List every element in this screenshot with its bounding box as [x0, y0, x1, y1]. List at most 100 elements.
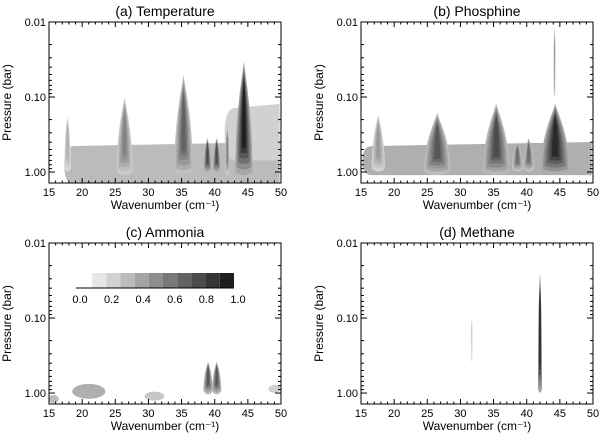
phosphine-peak-6 [540, 102, 570, 176]
x-tick-label-methane: 35 [487, 408, 499, 420]
x-tick-label-ammonia: 15 [43, 408, 55, 420]
y-tick-label-ammonia: 0.10 [25, 313, 46, 325]
y-tick-label-methane: 0.10 [337, 313, 358, 325]
colorbar-swatch [92, 273, 107, 288]
ammonia-peak-4 [212, 361, 222, 395]
colorbar-swatch [205, 273, 220, 288]
x-tick-label-temperature: 25 [109, 187, 121, 199]
plot-frame-temperature [48, 21, 282, 184]
colorbar-tick-label: 0.6 [167, 294, 182, 306]
phosphine-peak-2 [423, 112, 451, 176]
temperature-peak-8 [235, 60, 253, 176]
x-tick-label-ammonia: 40 [209, 408, 221, 420]
plot-frame-phosphine [360, 21, 594, 184]
panel-temperature: 15 20 25 30 35 40 45 50 0.01 0.10 1.00 (a) Temperat… [0, 3, 287, 212]
x-tick-label-phosphine: 20 [388, 187, 400, 199]
x-tick-label-temperature: 40 [209, 187, 221, 199]
x-tick-label-phosphine: 50 [587, 187, 599, 199]
x-tick-label-methane: 30 [454, 408, 466, 420]
x-tick-label-phosphine: 45 [554, 187, 566, 199]
y-tick-label-methane: 1.00 [337, 388, 358, 400]
y-tick-label-ammonia: 0.01 [25, 238, 46, 250]
panel-title-ammonia: (c) Ammonia [126, 224, 205, 240]
ammonia-blob-0 [49, 394, 59, 403]
x-tick-label-ammonia: 30 [142, 408, 154, 420]
x-tick-label-temperature: 30 [142, 187, 154, 199]
phosphine-peak-7 [553, 27, 556, 97]
temperature-peak-4 [174, 74, 193, 176]
plot-frame-ammonia [48, 242, 282, 405]
colorbar: 0.0 0.2 0.4 0.6 0.8 1.0 [72, 273, 246, 306]
ammonia-blob-2 [144, 391, 165, 401]
temperature-peak-2 [64, 116, 71, 172]
y-tick-label-phosphine: 0.10 [337, 92, 358, 104]
phosphine-peak-1 [371, 114, 385, 172]
x-tick-label-ammonia: 20 [76, 408, 88, 420]
y-tick-label-phosphine: 1.00 [337, 167, 358, 179]
phosphine-band-0 [362, 142, 592, 176]
temperature-peak-6 [212, 137, 221, 174]
temperature-peak-3 [116, 97, 133, 176]
methane-peak-0 [470, 318, 473, 362]
phosphine-peak-5 [523, 137, 535, 172]
y-tick-label-temperature: 0.10 [25, 92, 46, 104]
y-tick-label-ammonia: 1.00 [25, 388, 46, 400]
x-tick-label-temperature: 35 [175, 187, 187, 199]
methane-peak-1 [537, 272, 542, 393]
y-tick-label-phosphine: 0.01 [337, 17, 358, 29]
panel-title-phosphine: (b) Phosphine [433, 3, 520, 19]
x-tick-label-ammonia: 25 [109, 408, 121, 420]
y-tick-label-temperature: 1.00 [25, 167, 46, 179]
plot-area-methane [470, 272, 542, 393]
panel-phosphine: 15 20 25 30 35 40 45 50 0.01 0.10 1.00 (b) Phosphin… [312, 3, 599, 212]
x-tick-label-temperature: 20 [76, 187, 88, 199]
x-axis-label-temperature: Wavenumber (cm⁻¹) [111, 198, 220, 212]
y-tick-label-temperature: 0.01 [25, 17, 46, 29]
y-axis-label-temperature: Pressure (bar) [0, 64, 14, 141]
y-axis-label-methane: Pressure (bar) [312, 285, 326, 362]
y-axis-label-phosphine: Pressure (bar) [312, 64, 326, 141]
colorbar-swatch [120, 273, 135, 288]
ammonia-peak-3 [203, 361, 213, 395]
temperature-peak-5 [203, 137, 212, 174]
colorbar-swatch [106, 273, 121, 288]
x-tick-label-phosphine: 15 [355, 187, 367, 199]
x-tick-label-ammonia: 50 [275, 408, 287, 420]
x-axis-label-ammonia: Wavenumber (cm⁻¹) [111, 419, 220, 433]
colorbar-swatch [148, 273, 163, 288]
x-tick-label-temperature: 50 [275, 187, 287, 199]
colorbar-swatch [163, 273, 178, 288]
colorbar-tick-label: 0.2 [104, 294, 119, 306]
phosphine-peak-3 [482, 102, 510, 176]
x-tick-label-phosphine: 35 [487, 187, 499, 199]
x-tick-label-phosphine: 25 [421, 187, 433, 199]
x-axis-label-phosphine: Wavenumber (cm⁻¹) [423, 198, 532, 212]
x-tick-label-temperature: 45 [242, 187, 254, 199]
y-tick-label-methane: 0.01 [337, 238, 358, 250]
colorbar-swatch [191, 273, 206, 288]
x-tick-label-phosphine: 30 [454, 187, 466, 199]
panel-methane: 15 20 25 30 35 40 45 50 0.01 0.10 1.00 (d) Methane W… [312, 224, 599, 433]
colorbar-swatch [134, 273, 149, 288]
temperature-peak-7 [224, 126, 230, 176]
x-tick-label-methane: 25 [421, 408, 433, 420]
x-tick-label-methane: 50 [587, 408, 599, 420]
plot-area-phosphine [362, 27, 592, 176]
x-tick-label-ammonia: 45 [242, 408, 254, 420]
colorbar-tick-label: 0.0 [72, 294, 87, 306]
ammonia-blob-5 [268, 384, 281, 393]
x-tick-label-methane: 20 [388, 408, 400, 420]
ammonia-blob-1 [72, 383, 106, 399]
panel-title-temperature: (a) Temperature [115, 3, 215, 19]
colorbar-tick-label: 0.4 [136, 294, 151, 306]
plot-area-ammonia [49, 361, 281, 403]
phosphine-peak-4 [512, 142, 523, 172]
colorbar-swatch [219, 273, 234, 288]
x-axis-label-methane: Wavenumber (cm⁻¹) [423, 419, 532, 433]
x-tick-label-methane: 15 [355, 408, 367, 420]
y-axis-label-ammonia: Pressure (bar) [0, 285, 14, 362]
x-tick-label-phosphine: 40 [521, 187, 533, 199]
x-tick-label-ammonia: 35 [175, 408, 187, 420]
x-tick-label-methane: 40 [521, 408, 533, 420]
